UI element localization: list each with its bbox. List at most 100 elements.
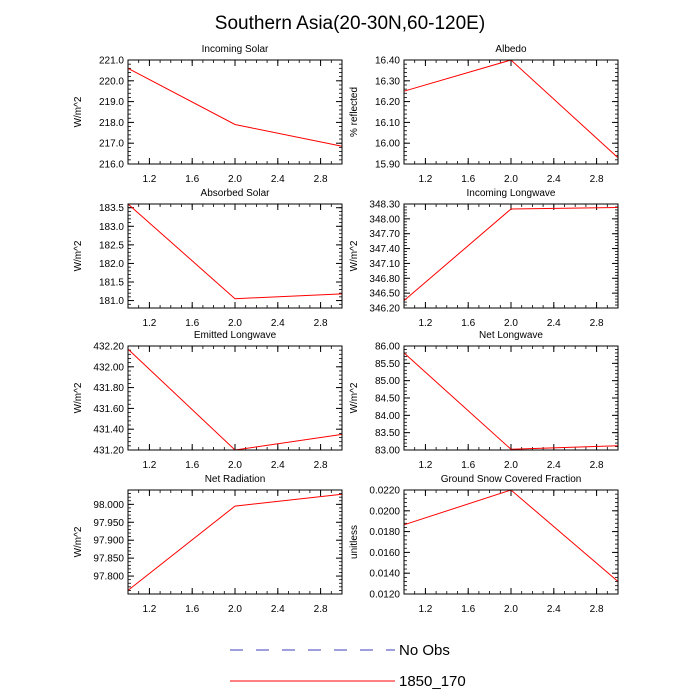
panels: Incoming Solar W/m^2 216.0 217.0 218.0 219.0 2… <box>73 44 619 615</box>
y-tick-label: 83.50 <box>375 428 400 439</box>
series-line-1850-170 <box>127 203 343 300</box>
legend-label-1850-170: 1850_170 <box>399 673 466 690</box>
x-tick-label: 2.8 <box>590 318 604 329</box>
plot-frame <box>403 345 619 451</box>
x-tick-label: 2.0 <box>228 318 242 329</box>
x-tick-label: 1.6 <box>185 604 199 615</box>
plot-frame <box>403 203 619 309</box>
x-tick-label: 2.4 <box>271 318 285 329</box>
x-tick-label: 2.4 <box>271 174 285 185</box>
y-tick-label: 0.0200 <box>369 506 400 517</box>
series-line-1850-170 <box>403 59 619 159</box>
plot-frame <box>403 489 619 595</box>
x-tick-label: 2.0 <box>504 174 518 185</box>
x-tick-label: 2.4 <box>547 318 561 329</box>
x-tick-label: 2.8 <box>590 460 604 471</box>
x-tick-label: 2.0 <box>228 460 242 471</box>
panel-ground-snow-covered-fraction: Ground Snow Covered Fraction unitless 0.01… <box>349 474 619 615</box>
x-tick-label: 2.0 <box>228 174 242 185</box>
y-tick-label: 16.40 <box>375 56 400 67</box>
y-tick-label: 16.20 <box>375 97 400 108</box>
y-tick-label: 182.5 <box>99 240 124 251</box>
plot-frame <box>127 489 343 595</box>
x-tick-label: 2.0 <box>504 460 518 471</box>
y-tick-label: 85.50 <box>375 359 400 370</box>
y-tick-label: 85.00 <box>375 376 400 387</box>
x-tick-label: 1.2 <box>418 460 432 471</box>
series-line-1850-170 <box>403 489 619 582</box>
x-tick-label: 2.8 <box>314 460 328 471</box>
y-tick-label: 0.0220 <box>369 486 400 497</box>
x-tick-label: 2.0 <box>504 604 518 615</box>
x-tick-label: 1.2 <box>142 460 156 471</box>
plot-frame <box>403 59 619 165</box>
panel-title: Emitted Longwave <box>194 330 277 341</box>
y-tick-label: 221.0 <box>99 56 124 67</box>
y-axis-label: W/m^2 <box>349 382 360 413</box>
x-tick-label: 1.2 <box>418 174 432 185</box>
y-tick-label: 432.00 <box>93 362 124 373</box>
series-line-1850-170 <box>127 67 343 147</box>
y-tick-label: 432.20 <box>93 342 124 353</box>
y-tick-label: 431.80 <box>93 383 124 394</box>
y-tick-label: 216.0 <box>99 160 124 171</box>
y-tick-label: 347.40 <box>369 244 400 255</box>
y-tick-label: 183.0 <box>99 222 124 233</box>
panel-title: Incoming Solar <box>202 44 269 55</box>
series-line-1850-170 <box>403 207 619 301</box>
y-tick-label: 346.50 <box>369 289 400 300</box>
y-tick-label: 97.800 <box>93 572 124 583</box>
x-tick-label: 2.8 <box>314 174 328 185</box>
x-tick-label: 2.0 <box>504 318 518 329</box>
y-tick-label: 431.40 <box>93 425 124 436</box>
y-tick-label: 98.000 <box>93 500 124 511</box>
y-tick-label: 346.80 <box>369 274 400 285</box>
y-tick-label: 0.0120 <box>369 590 400 601</box>
x-tick-label: 1.2 <box>418 318 432 329</box>
y-tick-label: 84.00 <box>375 411 400 422</box>
x-tick-label: 2.4 <box>547 174 561 185</box>
x-tick-label: 1.6 <box>461 460 475 471</box>
y-tick-label: 84.50 <box>375 394 400 405</box>
y-tick-label: 431.60 <box>93 404 124 415</box>
y-axis-label: W/m^2 <box>349 240 360 271</box>
y-tick-label: 347.10 <box>369 259 400 270</box>
y-tick-label: 183.5 <box>99 203 124 214</box>
x-tick-label: 1.2 <box>142 604 156 615</box>
x-tick-label: 1.6 <box>185 318 199 329</box>
y-tick-label: 97.850 <box>93 554 124 565</box>
x-tick-label: 1.6 <box>461 174 475 185</box>
x-tick-label: 2.4 <box>271 604 285 615</box>
x-tick-label: 2.4 <box>271 460 285 471</box>
panel-incoming-solar: Incoming Solar W/m^2 216.0 217.0 218.0 219.0 2… <box>73 44 343 185</box>
y-tick-label: 0.0160 <box>369 548 400 559</box>
y-tick-label: 348.30 <box>369 200 400 211</box>
x-tick-label: 1.6 <box>185 460 199 471</box>
x-tick-label: 1.2 <box>418 604 432 615</box>
x-tick-label: 2.8 <box>590 604 604 615</box>
y-axis-label: % reflected <box>349 87 360 137</box>
legend: No Obs 1850_170 <box>230 642 466 690</box>
y-axis-label: unitless <box>349 525 360 559</box>
x-tick-label: 1.2 <box>142 174 156 185</box>
series-line-1850-170 <box>127 348 343 451</box>
y-tick-label: 16.10 <box>375 118 400 129</box>
series-line-1850-170 <box>127 493 343 591</box>
y-axis-label: W/m^2 <box>73 240 84 271</box>
x-tick-label: 1.6 <box>461 604 475 615</box>
y-tick-label: 97.900 <box>93 536 124 547</box>
legend-label-no-obs: No Obs <box>399 642 450 659</box>
y-tick-label: 181.0 <box>99 296 124 307</box>
y-tick-label: 182.0 <box>99 259 124 270</box>
y-tick-label: 217.0 <box>99 139 124 150</box>
y-tick-label: 346.20 <box>369 304 400 315</box>
y-tick-label: 348.00 <box>369 214 400 225</box>
y-tick-label: 15.90 <box>375 160 400 171</box>
y-tick-label: 0.0180 <box>369 527 400 538</box>
x-tick-label: 1.2 <box>142 318 156 329</box>
y-tick-label: 347.70 <box>369 229 400 240</box>
y-tick-label: 16.30 <box>375 76 400 87</box>
panel-albedo: Albedo % reflected 15.90 16.00 16.10 16.20 16.… <box>349 44 619 185</box>
panel-absorbed-solar: Absorbed Solar W/m^2 181.0 181.5 182.0 182.5 1… <box>73 188 343 329</box>
